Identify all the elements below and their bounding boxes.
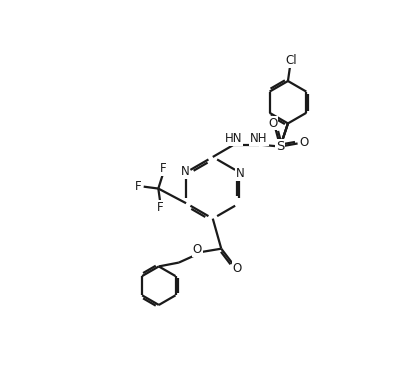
Text: O: O (192, 243, 202, 256)
Text: HN: HN (224, 132, 241, 145)
Text: O: O (267, 117, 276, 129)
Text: F: F (159, 162, 166, 176)
Text: F: F (157, 201, 163, 214)
Text: N: N (236, 167, 244, 179)
Text: Cl: Cl (285, 54, 296, 68)
Text: O: O (299, 136, 308, 149)
Text: NH: NH (250, 132, 267, 145)
Text: O: O (232, 262, 242, 275)
Text: S: S (275, 140, 284, 153)
Text: F: F (135, 180, 142, 193)
Text: N: N (180, 165, 189, 178)
